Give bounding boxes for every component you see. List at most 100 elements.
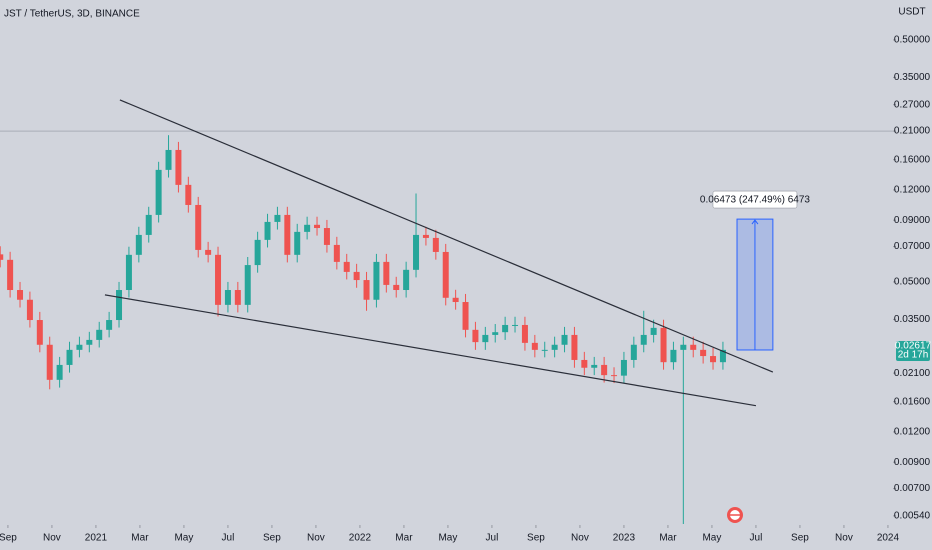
candle-body [581,359,588,368]
measure-arrowhead [751,219,759,225]
x-tick-label: Nov [571,533,589,544]
x-tick-label: 2021 [85,533,108,544]
axis-unit: USDT [898,7,925,18]
x-tick-label: May [702,533,721,544]
candle-body [700,349,707,357]
candle-body [531,342,538,350]
candle-body [264,221,271,240]
y-tick-label: 0.00540 [894,510,931,521]
candle-body [7,259,14,291]
y-tick-label: 0.35000 [894,72,931,83]
candle-body [383,261,390,285]
candle-body [363,280,370,300]
candle-body [611,375,618,377]
candle-body [145,214,152,235]
candle-body [462,302,469,330]
candle-body [719,349,726,363]
candle-body [155,169,162,215]
x-tick-label: Nov [835,533,853,544]
x-tick-label: Sep [791,533,809,544]
candle-body [640,334,647,345]
candle-body [650,327,657,335]
x-tick-label: May [438,533,457,544]
candle-body [601,364,608,376]
candle-body [413,234,420,270]
x-tick-label: May [174,533,193,544]
x-tick-label: Mar [131,533,149,544]
candle-body [224,290,231,305]
candle-body [353,271,360,281]
candle-body [690,344,697,350]
chart-title: JST / TetherUS, 3D, BINANCE [4,9,140,20]
x-tick-label: 2022 [349,533,372,544]
x-tick-label: Mar [395,533,413,544]
y-tick-label: 0.03500 [894,314,931,325]
last-price-box [896,340,930,361]
candle-body [56,364,63,380]
x-tick-label: 2023 [613,533,636,544]
x-tick-label: Sep [527,533,545,544]
candle-body [215,254,222,305]
measure-label-box [712,190,798,209]
measure-label: 0.06473 (247.49%) 6473 [700,195,811,206]
x-tick-label: Sep [263,533,281,544]
candle-body [0,254,4,260]
candle-body [135,234,142,255]
event-icon[interactable] [727,507,743,523]
candle-body [512,324,519,326]
candle-body [106,320,113,330]
candle-body [670,349,677,363]
x-tick-label: 2024 [877,533,900,544]
candle-body [710,356,717,363]
candle-body [46,344,53,380]
y-tick-label: 0.01600 [894,396,931,407]
candle-body [620,359,627,376]
trendline [119,99,774,373]
candle-body [442,251,449,298]
candle-body [571,334,578,360]
candle-body [294,231,301,255]
candle-body [254,239,261,266]
candle-body [373,261,380,300]
y-tick-label: 0.07000 [894,241,931,252]
x-tick-label: Jul [222,533,235,544]
candle-body [492,332,499,335]
candle-body [432,237,439,252]
candle-body [205,249,212,255]
candle-body [76,344,83,350]
y-tick-label: 0.16000 [894,154,931,165]
candle-body [521,324,528,343]
candle-body [551,344,558,350]
candle-body [165,149,172,170]
candle-body [17,290,24,300]
y-tick-label: 0.01200 [894,427,931,438]
candle-body [274,214,281,222]
candle-body [36,320,43,345]
candle-body [403,269,410,291]
candle-body [482,334,489,343]
candle-body [422,234,429,238]
candle-body [472,329,479,343]
last-price-label: 0.02617 [895,341,932,352]
trendline [104,294,757,407]
candle-body [234,290,241,305]
candle-body [86,339,93,345]
candle-body [116,290,123,321]
x-tick-label: Nov [43,533,61,544]
candle-body [452,297,459,303]
candle-body [284,214,291,255]
candle-body [314,224,321,229]
candle-body [66,349,73,365]
candle-body [244,265,251,305]
candle-body [125,254,132,291]
y-tick-label: 0.50000 [894,35,931,46]
candle-body [333,244,340,262]
y-tick-label: 0.21000 [894,126,931,137]
candle-body [630,344,637,360]
candle-body [185,184,192,205]
countdown: 2d 17h [898,350,929,361]
candle-body [195,204,202,250]
candle-body [660,327,667,363]
